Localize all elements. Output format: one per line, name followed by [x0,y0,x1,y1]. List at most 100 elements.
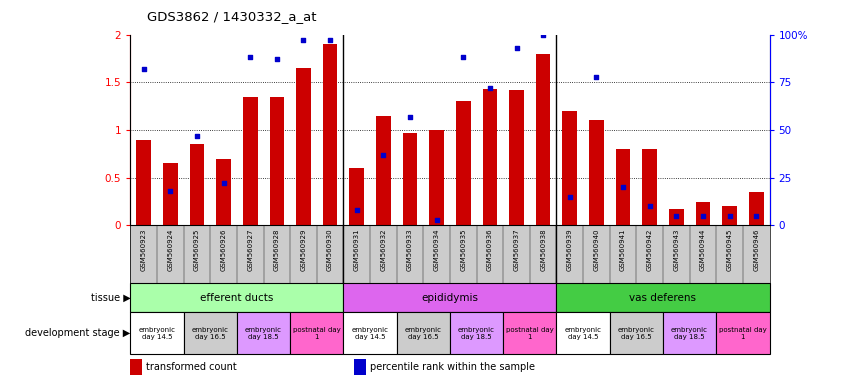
Text: efferent ducts: efferent ducts [200,293,273,303]
Bar [483,89,497,225]
Bar [503,312,557,354]
Text: GSM560940: GSM560940 [594,228,600,271]
Text: transformed count: transformed count [146,362,237,372]
Bar [290,312,343,354]
Point [403,114,416,120]
Point [696,213,710,219]
Bar [323,44,337,225]
Point [643,203,656,209]
Point [590,73,603,79]
Text: GSM560929: GSM560929 [300,228,306,271]
Point [616,184,630,190]
Bar [163,164,177,225]
Text: GSM560944: GSM560944 [700,228,706,271]
Text: GDS3862 / 1430332_a_at: GDS3862 / 1430332_a_at [147,10,317,23]
Bar [557,283,770,312]
Text: GSM560926: GSM560926 [220,228,226,271]
Point [722,213,737,219]
Text: GSM560925: GSM560925 [194,228,200,271]
Point [537,31,550,38]
Bar [722,206,737,225]
Point [350,207,363,213]
Text: GSM560927: GSM560927 [247,228,253,271]
Bar [456,101,471,225]
Text: embryonic
day 18.5: embryonic day 18.5 [245,327,282,339]
Text: GSM560924: GSM560924 [167,228,173,271]
Point [244,55,257,61]
Point [377,152,390,158]
Text: embryonic
day 14.5: embryonic day 14.5 [139,327,176,339]
Text: GSM560930: GSM560930 [327,228,333,271]
Text: GSM560936: GSM560936 [487,228,493,271]
Bar [397,312,450,354]
Text: GSM560935: GSM560935 [460,228,466,271]
Text: GSM560923: GSM560923 [140,228,146,271]
Bar [589,121,604,225]
Bar [183,312,237,354]
Bar [243,97,257,225]
Bar [343,312,397,354]
Text: GSM560933: GSM560933 [407,228,413,271]
Text: GSM560941: GSM560941 [620,228,626,271]
Text: GSM560931: GSM560931 [354,228,360,271]
Bar [557,312,610,354]
Bar [189,144,204,225]
Bar [748,192,764,225]
Point [749,213,763,219]
Text: embryonic
day 14.5: embryonic day 14.5 [564,327,601,339]
Point [137,66,151,72]
Bar [509,90,524,225]
Point [323,37,336,43]
Text: percentile rank within the sample: percentile rank within the sample [370,362,535,372]
Text: embryonic
day 16.5: embryonic day 16.5 [405,327,442,339]
Bar [663,312,717,354]
Point [430,217,443,223]
Bar [216,159,231,225]
Bar [536,54,551,225]
Bar [237,312,290,354]
Bar [616,149,631,225]
Bar [349,168,364,225]
Bar [136,139,151,225]
Point [217,180,230,187]
Text: GSM560939: GSM560939 [567,228,573,271]
Text: epididymis: epididymis [421,293,479,303]
Text: postnatal day
1: postnatal day 1 [719,327,767,339]
Bar [563,111,577,225]
Text: GSM560946: GSM560946 [754,228,759,271]
Text: embryonic
day 14.5: embryonic day 14.5 [352,327,389,339]
Text: GSM560937: GSM560937 [514,228,520,271]
Bar [269,97,284,225]
Point [669,213,683,219]
Point [563,194,576,200]
Text: GSM560943: GSM560943 [674,228,680,271]
Point [483,85,496,91]
Bar [130,359,142,375]
Bar [696,202,711,225]
Text: embryonic
day 18.5: embryonic day 18.5 [671,327,708,339]
Text: GSM560942: GSM560942 [647,228,653,271]
Text: GSM560932: GSM560932 [380,228,386,271]
Bar [610,312,663,354]
Text: tissue ▶: tissue ▶ [91,293,130,303]
Text: vas deferens: vas deferens [629,293,696,303]
Point [190,132,204,139]
Text: embryonic
day 16.5: embryonic day 16.5 [618,327,655,339]
Point [457,55,470,61]
Bar [130,283,343,312]
Bar [717,312,770,354]
Bar [643,149,657,225]
Bar [450,312,503,354]
Point [510,45,523,51]
Bar [669,209,684,225]
Text: GSM560938: GSM560938 [540,228,546,271]
Text: postnatal day
1: postnatal day 1 [506,327,553,339]
Point [163,188,177,194]
Point [270,56,283,63]
Bar [429,130,444,225]
Bar [130,312,183,354]
Text: embryonic
day 16.5: embryonic day 16.5 [192,327,229,339]
Bar [376,116,391,225]
Text: GSM560928: GSM560928 [274,228,280,271]
Text: postnatal day
1: postnatal day 1 [293,327,341,339]
